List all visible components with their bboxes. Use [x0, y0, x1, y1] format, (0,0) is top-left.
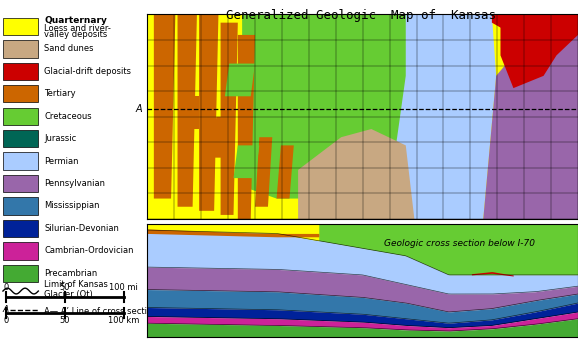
Text: Jurassic: Jurassic [45, 134, 76, 143]
Polygon shape [242, 14, 440, 198]
Polygon shape [384, 14, 496, 219]
Polygon shape [221, 23, 238, 215]
Text: Tertiary: Tertiary [45, 89, 76, 98]
Bar [3, 265, 38, 282]
Text: 100 mi: 100 mi [109, 283, 138, 292]
Text: Mississippian: Mississippian [45, 202, 100, 210]
Text: Limit of Kansas
Glacier (Qt): Limit of Kansas Glacier (Qt) [45, 279, 108, 299]
Text: Pennsylvanian: Pennsylvanian [45, 179, 105, 188]
Polygon shape [298, 129, 414, 219]
Bar [3, 108, 38, 125]
Bar [3, 40, 38, 58]
Bar [3, 242, 38, 260]
Text: Cambrian-Ordovician: Cambrian-Ordovician [45, 247, 134, 255]
Text: Silurian-Devonian: Silurian-Devonian [45, 224, 119, 233]
Text: A— A’ Line of cross section: A— A’ Line of cross section [45, 307, 158, 316]
Bar [3, 220, 38, 237]
Polygon shape [186, 96, 199, 129]
Bar [3, 63, 38, 80]
Text: 100 km: 100 km [108, 316, 139, 325]
Polygon shape [154, 14, 175, 198]
Polygon shape [238, 35, 255, 219]
Text: Glacial-drift deposits: Glacial-drift deposits [45, 67, 131, 76]
Text: Loess and river-: Loess and river- [45, 24, 111, 33]
Bar [3, 175, 38, 192]
Text: 50: 50 [60, 283, 70, 292]
Bar [3, 85, 38, 102]
Text: A: A [136, 104, 142, 114]
Text: A: A [3, 306, 9, 315]
Text: Generalized Geologic  Map of  Kansas: Generalized Geologic Map of Kansas [226, 9, 497, 22]
Polygon shape [225, 64, 255, 96]
Polygon shape [255, 137, 272, 207]
Text: 50: 50 [60, 316, 70, 325]
Polygon shape [501, 14, 578, 88]
Bar [3, 130, 38, 147]
Bar [3, 197, 38, 215]
Bar [3, 18, 38, 35]
Text: valley deposits: valley deposits [45, 30, 108, 39]
Polygon shape [212, 117, 229, 158]
Polygon shape [177, 14, 197, 207]
Polygon shape [483, 14, 578, 219]
Text: Permian: Permian [45, 157, 79, 165]
Polygon shape [234, 146, 260, 178]
Text: 0: 0 [3, 283, 9, 292]
Text: 0: 0 [3, 316, 9, 325]
Text: Geologic cross section below I-70: Geologic cross section below I-70 [384, 239, 535, 248]
Text: Quarternary: Quarternary [45, 16, 107, 25]
Text: Precambrian: Precambrian [45, 269, 98, 278]
Bar [3, 152, 38, 170]
Polygon shape [492, 14, 535, 35]
Polygon shape [199, 14, 218, 211]
Polygon shape [277, 146, 294, 198]
Text: Cretaceous: Cretaceous [45, 112, 92, 121]
Text: Sand dunes: Sand dunes [45, 45, 94, 53]
